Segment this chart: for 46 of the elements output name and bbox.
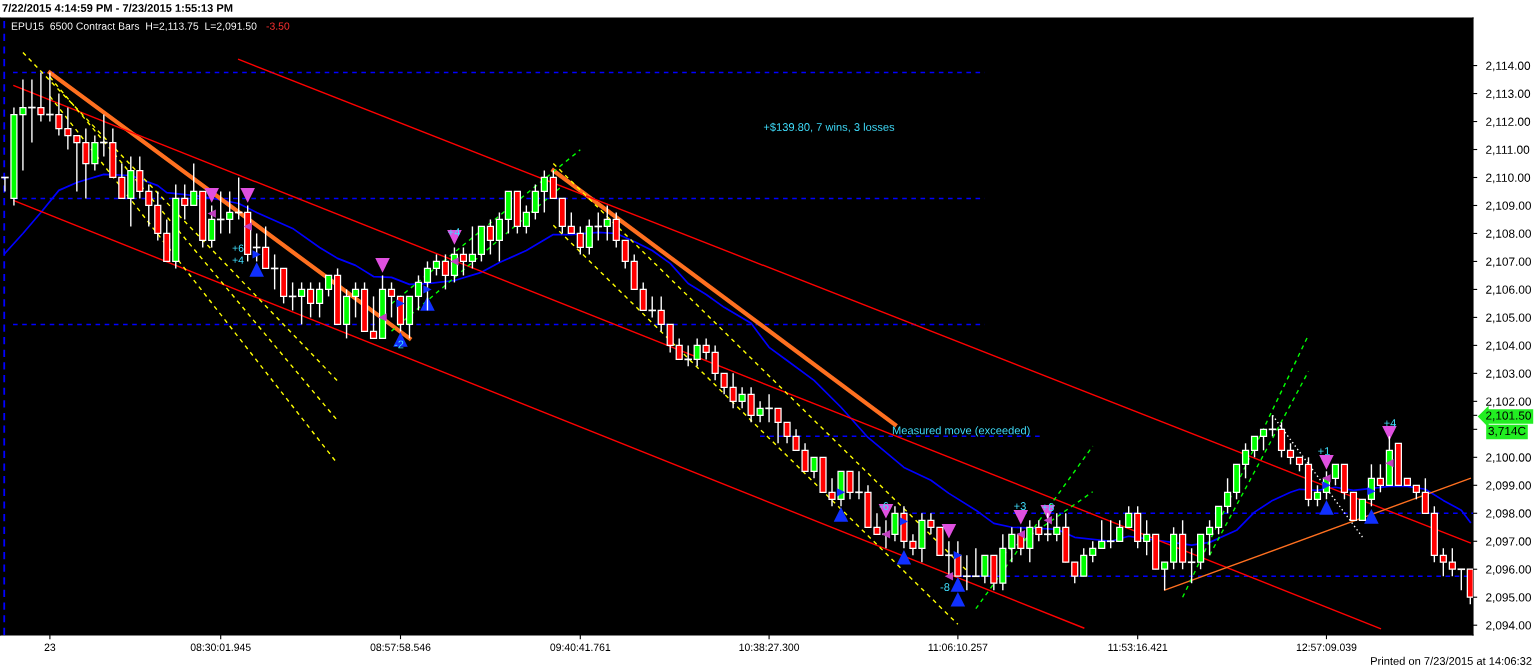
x-tick-label: 11:06:10.257 [928,643,988,651]
annotation: +6 [232,244,244,252]
y-tick-label: 2,102.00 [1486,397,1531,408]
y-tick-label: 2,114.00 [1486,61,1531,72]
text: 3,714C [1488,426,1526,437]
y-tick-label: 2,105.00 [1486,313,1531,324]
y-tick-label: 2,097.00 [1486,537,1531,548]
annotation: +$139.80, 7 wins, 3 losses [763,122,895,133]
y-tick-label: 2,098.00 [1486,509,1531,520]
annotation: +8 [1042,503,1054,511]
chart-subtitle: EPU15 6500 Contract Bars H=2,113.75 L=2,091.50 [11,22,257,32]
y-tick-label: 2,095.00 [1486,593,1531,604]
y-tick-label: 2,103.00 [1486,369,1531,380]
annotation: -6 [879,502,889,510]
y-tick-label: 2,104.00 [1486,341,1531,352]
annotation: -2 [394,340,404,349]
y-tick-label: 2,111.00 [1486,145,1530,156]
x-tick-label: 23 [44,643,56,651]
y-tick-label: 2,108.00 [1486,229,1531,240]
annotation: +4 [232,256,244,264]
y-tick-label: 2,113.00 [1486,89,1531,100]
y-tick-label: 2,099.00 [1486,481,1531,492]
annotation: +1 [1318,447,1330,455]
y-tick-label: 2,107.00 [1486,257,1531,268]
x-tick-label: 08:30:01.945 [190,643,251,651]
y-tick-label: 2,101.50 [1486,411,1531,422]
chart-title: 7/22/2015 4:14:59 PM - 7/23/2015 1:55:13 PM [2,3,233,13]
x-tick-label: 09:40:41.761 [550,643,611,651]
annotation: -8 [940,583,950,591]
annotation: +4 [1384,419,1397,427]
y-tick-label: 2,109.00 [1486,201,1531,212]
annotation: +4 [448,228,461,236]
x-tick-label: 10:38:27.300 [739,643,800,651]
y-tick-label: 2,094.00 [1486,621,1531,631]
y-tick-label: 2,096.00 [1486,565,1531,576]
text: Printed on 7/23/2015 at 14:06:32 [1371,656,1532,665]
x-tick-label: 12:57:09.039 [1296,643,1357,651]
y-tick-label: 2,110.00 [1486,173,1531,184]
annotation: -3.50 [266,22,290,30]
y-tick-label: 2,112.00 [1486,117,1531,128]
annotation: Measured move (exceeded) [892,426,1030,437]
x-tick-label: 08:57:58.546 [370,643,431,651]
x-tick-label: 11:53:16.421 [1108,643,1168,651]
annotation: +3 [1014,502,1026,510]
y-tick-label: 2,106.00 [1486,285,1531,296]
y-tick-label: 2,100.00 [1486,453,1531,464]
